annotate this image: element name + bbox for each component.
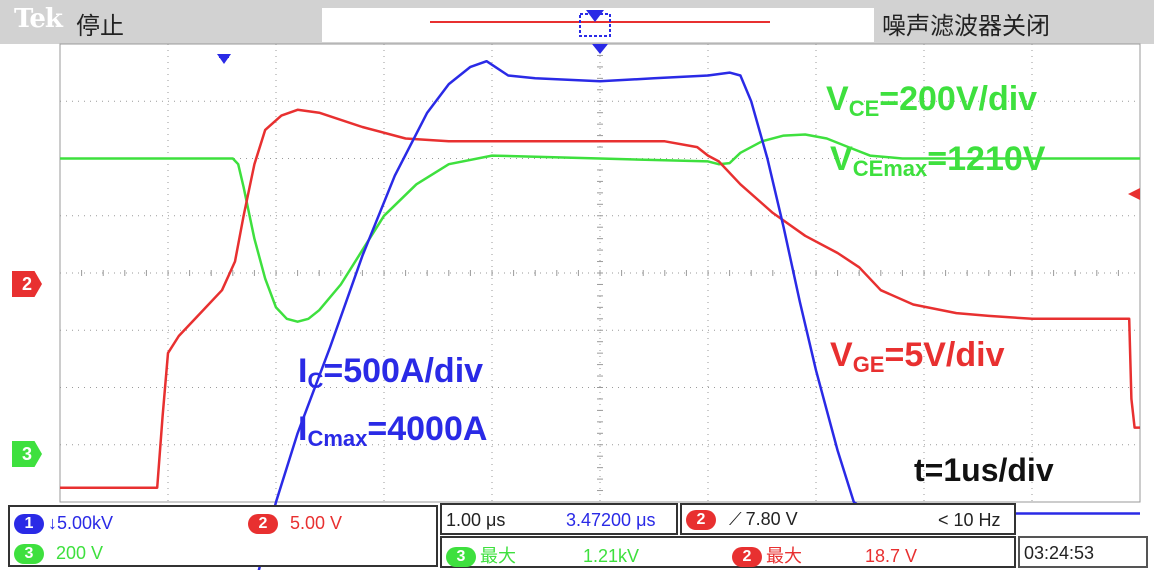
ch2-badge: 2 xyxy=(248,514,278,535)
horizontal-position-icon xyxy=(592,44,608,54)
ch2-max-measurement: 2 最大 18.7 V xyxy=(732,542,917,568)
ch3-badge: 3 xyxy=(14,544,44,565)
clock-value: 03:24:53 xyxy=(1024,543,1095,563)
ch1-scale-readout: 1 ↓5.00kV xyxy=(14,513,114,535)
ch1-trace xyxy=(257,59,1140,570)
clock-panel: 03:24:53 xyxy=(1018,536,1148,568)
vce-scale-annotation: VCE=200V/div xyxy=(826,80,1038,121)
vge-scale-annotation: VGE=5V/div xyxy=(830,336,1005,377)
time-scale-annotation: t=1us/div xyxy=(914,452,1054,488)
trigger-position-graphic xyxy=(430,10,770,37)
ch2-max-value: 18.7 V xyxy=(865,546,918,566)
trigger-level-arrow-icon xyxy=(1128,188,1140,200)
ic-scale-annotation: IC=500A/div xyxy=(298,352,484,393)
trigger-frequency-value: < 10 Hz xyxy=(938,510,1001,530)
ch2-max-label: 最大 xyxy=(766,546,802,566)
channel-scale-panel: 1 ↓5.00kV 2 5.00 V 3 200 V xyxy=(8,505,438,567)
ch2-marker: 2 xyxy=(12,271,42,297)
ch3-max-badge: 3 xyxy=(446,547,476,568)
timebase-value: 1.00 μs xyxy=(446,510,506,530)
rising-edge-icon: ⟋ xyxy=(729,509,742,529)
ch3-scale-value: 200 V xyxy=(56,543,104,563)
ch2-trace xyxy=(60,108,1140,489)
ch3-max-measurement: 3 最大 1.21kV xyxy=(446,542,639,568)
ch2-marker-label: 2 xyxy=(21,274,32,294)
top-status-bar: Tek 停止 噪声滤波器关闭 xyxy=(0,0,1154,44)
ch3-scale-readout: 3 200 V xyxy=(14,543,104,565)
trigger-position-bar xyxy=(322,8,874,42)
acquisition-status: 停止 xyxy=(76,13,124,40)
ch3-max-label: 最大 xyxy=(480,546,516,566)
ch2-scale-readout: 2 5.00 V xyxy=(248,513,343,535)
ch3-max-value: 1.21kV xyxy=(583,546,640,566)
vce-max-annotation: VCEmax=1210V xyxy=(830,140,1046,181)
waveform-traces xyxy=(60,59,1140,570)
ch3-marker-label: 3 xyxy=(21,444,32,464)
trigger-point-icon xyxy=(586,10,604,22)
timebase-panel: 1.00 μs 3.47200 μs xyxy=(440,503,678,535)
ic-max-annotation: ICmax=4000A xyxy=(298,410,488,451)
trigger-source-badge: 2 xyxy=(686,510,716,531)
ch1-coupling-icon: ↓ xyxy=(48,513,57,533)
ch3-marker: 3 xyxy=(12,441,42,467)
trigger-level-readout: 2 ⟋ 7.80 V xyxy=(686,509,798,531)
ch2-max-badge: 2 xyxy=(732,547,762,568)
trigger-panel: 2 ⟋ 7.80 V < 10 Hz xyxy=(680,503,1016,535)
trigger-level-value: 7.80 V xyxy=(745,509,798,529)
ch1-scale-value: 5.00kV xyxy=(57,513,114,533)
horizontal-position-value: 3.47200 μs xyxy=(566,510,656,530)
brand-logo: Tek xyxy=(14,4,63,34)
noise-filter-status: 噪声滤波器关闭 xyxy=(882,13,1050,40)
measurement-panel: 3 最大 1.21kV 2 最大 18.7 V xyxy=(440,536,1016,568)
ch2-scale-value: 5.00 V xyxy=(290,513,343,533)
ch3-trace xyxy=(60,133,1140,323)
ch1-badge: 1 xyxy=(14,514,44,535)
